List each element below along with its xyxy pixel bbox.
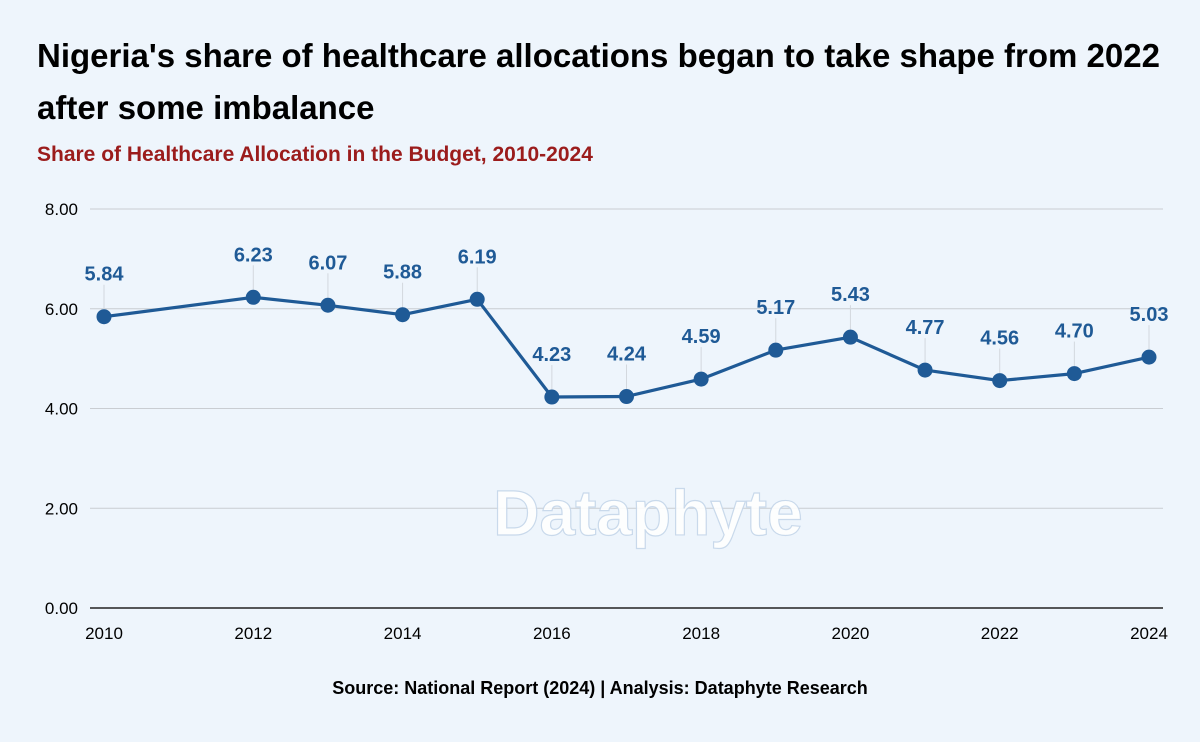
y-axis-ticks: 0.00 2.00 4.00 6.00 8.00	[45, 200, 78, 618]
data-point	[917, 362, 933, 378]
data-point	[395, 307, 411, 323]
data-labels: 5.84 6.23 6.07 5.88 6.19 4.23 4.24 4.59 5.17 5.43…	[85, 244, 1169, 366]
data-point	[1066, 366, 1082, 382]
data-label: 5.03	[1130, 304, 1169, 326]
data-label: 5.88	[383, 262, 422, 284]
data-label: 6.07	[308, 252, 347, 274]
gridlines	[90, 208, 1163, 609]
x-tick-label: 2020	[832, 624, 870, 643]
x-tick-label: 2014	[384, 624, 422, 643]
x-tick-label: 2022	[981, 624, 1019, 643]
data-label: 4.70	[1055, 321, 1094, 343]
data-point	[992, 373, 1008, 389]
y-tick-label: 0.00	[45, 599, 78, 618]
x-tick-label: 2010	[85, 624, 123, 643]
data-point	[544, 389, 560, 405]
data-point	[693, 371, 709, 387]
x-axis-ticks: 2010 2012 2014 2016 2018 2020 2022 2024	[85, 624, 1168, 643]
data-point	[320, 297, 336, 313]
chart-title: Nigeria's share of healthcare allocation…	[37, 37, 1160, 126]
x-tick-label: 2024	[1130, 624, 1168, 643]
data-point	[619, 389, 634, 405]
data-label: 4.24	[607, 344, 647, 366]
source-note: Source: National Report (2024) | Analysi…	[332, 678, 868, 698]
data-label: 4.23	[532, 344, 571, 366]
data-point	[842, 329, 858, 345]
x-tick-label: 2012	[234, 624, 272, 643]
data-point	[96, 309, 112, 325]
data-label: 6.23	[234, 244, 273, 266]
series-line	[103, 295, 1150, 399]
data-point	[469, 291, 485, 307]
y-tick-label: 4.00	[45, 400, 78, 419]
data-label: 4.59	[682, 326, 721, 348]
data-markers	[96, 289, 1157, 405]
y-tick-label: 8.00	[45, 200, 78, 219]
data-point	[768, 342, 784, 358]
watermark-logo: Dataphyte	[493, 477, 802, 549]
data-point	[245, 289, 261, 305]
data-label: 5.43	[831, 284, 870, 306]
data-label: 5.84	[85, 264, 125, 286]
data-label: 6.19	[458, 246, 497, 268]
label-leader-lines	[103, 265, 1150, 391]
x-tick-label: 2018	[682, 624, 720, 643]
chart-subtitle: Share of Healthcare Allocation in the Bu…	[37, 143, 593, 166]
data-label: 5.17	[756, 297, 795, 319]
y-tick-label: 2.00	[45, 499, 78, 518]
data-label: 4.77	[906, 317, 945, 339]
data-point	[1141, 349, 1157, 365]
data-label: 4.56	[980, 328, 1019, 350]
x-tick-label: 2016	[533, 624, 571, 643]
y-tick-label: 6.00	[45, 300, 78, 319]
